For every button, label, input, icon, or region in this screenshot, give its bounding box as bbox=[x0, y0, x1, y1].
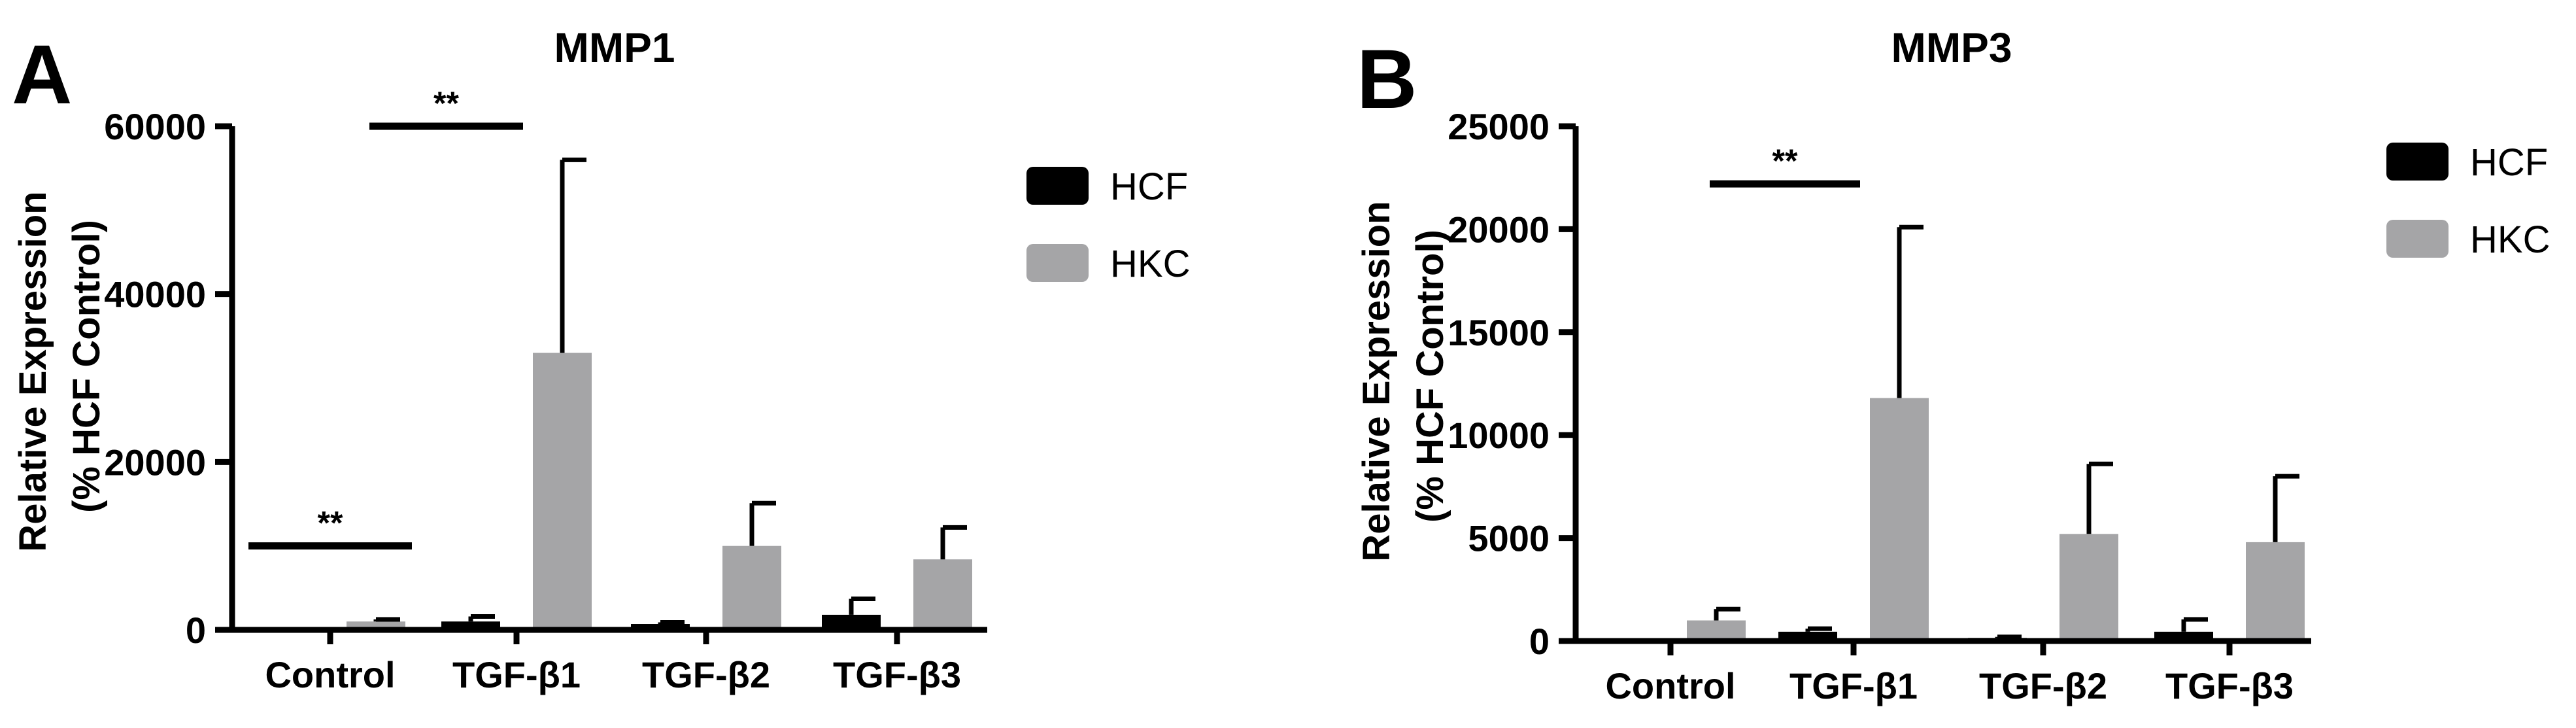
x-tick-label: TGF-β1 bbox=[452, 654, 581, 695]
x-tick-label: Control bbox=[1605, 665, 1735, 706]
bar-hcf-3 bbox=[822, 614, 881, 630]
legend-swatch-hcf bbox=[1026, 167, 1089, 205]
bar-hkc-1 bbox=[1870, 398, 1929, 641]
legend-label-hcf: HCF bbox=[2470, 141, 2548, 184]
y-axis-label-b-line2: (% HCF Control) bbox=[1409, 230, 1451, 523]
x-tick-label: TGF-β3 bbox=[833, 654, 961, 695]
y-tick-label: 0 bbox=[186, 610, 206, 651]
y-tick-label: 20000 bbox=[104, 442, 206, 483]
y-axis-label-b-line1: Relative Expression bbox=[1355, 201, 1398, 561]
x-tick-label: TGF-β2 bbox=[642, 654, 770, 695]
legend-swatch-hcf bbox=[2386, 143, 2449, 181]
x-tick-label: Control bbox=[265, 654, 395, 695]
y-axis-label-b: Relative Expression (% HCF Control) bbox=[1355, 190, 1451, 561]
chart-title-mmp3: MMP3 bbox=[1891, 24, 2012, 71]
legend-swatch-hkc bbox=[2386, 220, 2449, 258]
y-axis-label-a-line2: (% HCF Control) bbox=[65, 220, 108, 513]
x-tick-label: TGF-β2 bbox=[1979, 665, 2107, 706]
significance-label-0: ** bbox=[1772, 143, 1798, 179]
bar-hkc-2 bbox=[722, 546, 781, 630]
legend-label-hkc: HKC bbox=[2470, 218, 2550, 261]
chart-mmp3: 0 5000 10000 15000 20000 25000 Control TGF-β1 TG… bbox=[1448, 106, 2550, 706]
y-tick-label: 15000 bbox=[1448, 312, 1550, 353]
bar-hkc-0 bbox=[1687, 620, 1746, 641]
chart-mmp1: 0 20000 40000 60000 Control TGF-β1 TGF-β2 TGF-β… bbox=[104, 85, 1190, 695]
y-axis-label-a: Relative Expression (% HCF Control) bbox=[12, 181, 108, 551]
y-tick-label: 20000 bbox=[1448, 209, 1550, 250]
bar-hkc-3 bbox=[2246, 542, 2305, 641]
significance-label-1: ** bbox=[433, 85, 459, 122]
legend-swatch-hkc bbox=[1026, 244, 1089, 282]
legend-label-hkc: HKC bbox=[1110, 243, 1190, 285]
bar-hkc-3 bbox=[913, 559, 972, 630]
significance-label-0: ** bbox=[318, 505, 343, 542]
y-tick-label: 25000 bbox=[1448, 106, 1550, 147]
bar-hkc-2 bbox=[2059, 534, 2118, 641]
panel-letter-b: B bbox=[1357, 33, 1417, 126]
y-tick-label: 10000 bbox=[1448, 415, 1550, 456]
x-tick-label: TGF-β3 bbox=[2165, 665, 2294, 706]
panel-letter-a: A bbox=[12, 28, 72, 122]
legend-label-hcf: HCF bbox=[1110, 165, 1188, 208]
y-tick-label: 60000 bbox=[104, 106, 206, 147]
y-tick-label: 40000 bbox=[104, 274, 206, 315]
bar-hkc-1 bbox=[533, 353, 592, 630]
x-tick-label: TGF-β1 bbox=[1789, 665, 1918, 706]
y-tick-label: 0 bbox=[1529, 621, 1550, 662]
y-axis-label-a-line1: Relative Expression bbox=[12, 191, 54, 551]
chart-title-mmp1: MMP1 bbox=[554, 24, 675, 71]
y-tick-label: 5000 bbox=[1468, 518, 1550, 559]
